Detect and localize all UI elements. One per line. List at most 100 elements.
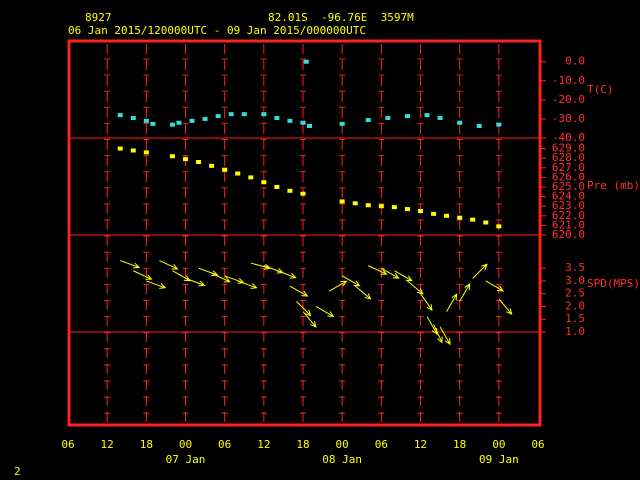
data-point: [476, 123, 482, 128]
wind-arrow: [381, 267, 400, 279]
station-location: 82.01S -96.76E 3597M: [268, 11, 414, 24]
wind-arrow: [120, 260, 141, 269]
data-point: [496, 122, 502, 127]
y-tick-label: 1.5: [565, 312, 585, 325]
y-tick-label: 629.0: [552, 142, 585, 155]
data-point: [418, 208, 423, 213]
data-point: [215, 114, 221, 119]
x-tick-label: 06: [61, 438, 74, 451]
y-axis-label: T(C): [587, 83, 614, 96]
data-point: [248, 175, 254, 180]
x-tick-label: 18: [453, 438, 466, 451]
data-point: [150, 121, 156, 126]
data-point: [261, 112, 267, 117]
y-tick-label: 622.0: [552, 209, 585, 222]
wind-arrow: [250, 262, 272, 270]
x-tick-label: 00: [179, 438, 192, 451]
data-point: [470, 217, 476, 222]
y-tick-label: -10.0: [552, 74, 585, 87]
plot-frame: [67, 39, 542, 427]
data-point: [235, 171, 241, 176]
x-tick-label: 06: [375, 438, 388, 451]
x-tick-label: 00: [336, 438, 349, 451]
data-point: [365, 118, 371, 123]
y-tick-label: -20.0: [552, 93, 585, 106]
data-point: [117, 113, 123, 118]
y-tick-label: 624.0: [552, 190, 585, 203]
y-tick-label: 620.0: [552, 228, 585, 241]
station-id: 8927: [85, 11, 112, 24]
x-tick-label: 18: [140, 438, 153, 451]
data-point: [222, 167, 228, 172]
data-point: [496, 224, 502, 229]
data-point: [261, 180, 267, 185]
x-tick-label: 00: [492, 438, 505, 451]
x-tick-label: 12: [414, 438, 427, 451]
data-point: [483, 220, 489, 225]
wind-arrow: [368, 265, 388, 275]
data-point: [183, 157, 188, 162]
x-tick-label: 06: [531, 438, 544, 451]
data-point: [130, 115, 136, 120]
data-point: [339, 121, 345, 126]
wind-arrow: [198, 267, 219, 277]
y-tick-label: 3.5: [565, 261, 585, 274]
data-point: [287, 118, 293, 123]
day-label: 07 Jan: [166, 453, 206, 466]
data-point: [437, 115, 443, 120]
wind-arrow: [302, 311, 317, 328]
data-point: [287, 188, 293, 193]
wind-arrow: [315, 306, 335, 318]
wind-arrow: [146, 280, 167, 289]
wind-arrow: [159, 260, 179, 270]
wind-arrow: [426, 316, 438, 336]
wind-arrow: [433, 324, 443, 344]
data-point: [300, 191, 306, 196]
data-point: [143, 118, 149, 123]
data-point: [274, 184, 280, 189]
wind-arrow: [459, 283, 471, 302]
wind-arrow: [420, 293, 433, 312]
data-point: [385, 115, 391, 120]
wind-arrow: [394, 270, 413, 282]
data-point: [391, 205, 397, 210]
page-number: 2: [14, 465, 21, 478]
wind-arrow: [328, 280, 348, 292]
wind-arrow: [211, 272, 231, 283]
data-point: [444, 213, 450, 218]
data-point: [404, 207, 410, 212]
data-point: [143, 150, 149, 155]
wind-arrow: [237, 280, 258, 289]
data-point: [196, 160, 202, 165]
wind-arrow: [341, 275, 361, 287]
data-point: [457, 215, 463, 220]
wind-arrow: [133, 270, 153, 280]
y-tick-label: 628.0: [552, 151, 585, 164]
y-tick-label: 621.0: [552, 218, 585, 231]
y-tick-label: -40.0: [552, 131, 585, 144]
data-point: [176, 120, 182, 125]
data-point: [424, 113, 430, 118]
day-label: 08 Jan: [322, 453, 362, 466]
data-point: [202, 116, 208, 121]
wind-arrow: [498, 298, 513, 316]
data-point: [352, 201, 358, 206]
y-tick-label: 626.0: [552, 170, 585, 183]
data-point: [274, 115, 280, 120]
y-tick-label: 627.0: [552, 161, 585, 174]
wind-arrow: [472, 263, 488, 279]
data-point: [130, 148, 136, 153]
wind-arrow: [407, 280, 424, 295]
wind-arrow: [446, 293, 458, 312]
wind-arrow: [485, 280, 505, 292]
y-tick-label: 1.0: [565, 325, 585, 338]
y-tick-label: 2.5: [565, 287, 585, 300]
data-point: [431, 211, 437, 216]
data-point: [303, 59, 309, 64]
wind-arrow: [276, 270, 297, 279]
data-point: [169, 122, 175, 127]
data-point: [378, 204, 384, 209]
y-axis-label: SPD(MPS): [587, 277, 640, 290]
data-point: [117, 146, 123, 151]
